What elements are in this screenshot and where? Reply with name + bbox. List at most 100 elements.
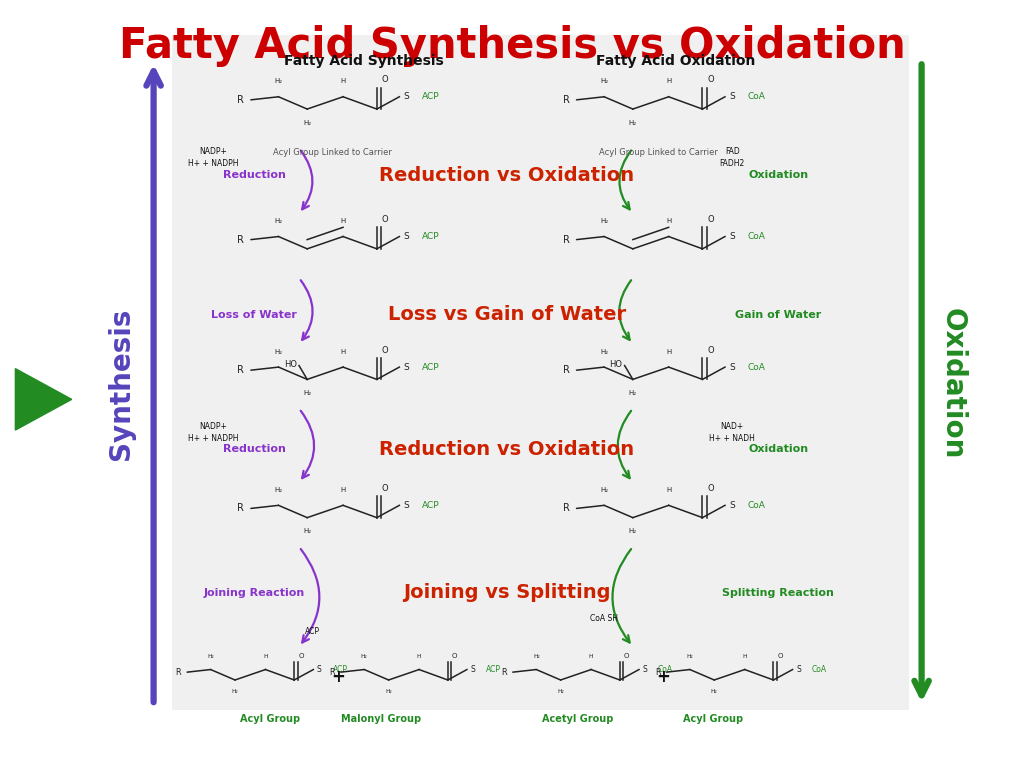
Text: R: R (330, 667, 335, 677)
Text: R: R (563, 503, 569, 514)
Text: Fatty Acid Oxidation: Fatty Acid Oxidation (596, 55, 756, 68)
Text: H: H (742, 654, 746, 659)
Text: S: S (729, 232, 735, 241)
Text: ACP: ACP (422, 92, 439, 101)
Text: R: R (563, 94, 569, 105)
Text: S: S (470, 665, 475, 674)
Text: H₂: H₂ (360, 654, 368, 659)
Text: ACP: ACP (422, 501, 439, 510)
Text: O: O (708, 346, 714, 355)
Text: NADP+: NADP+ (199, 147, 227, 156)
Text: O: O (452, 653, 458, 659)
Text: Synthesis: Synthesis (106, 308, 135, 460)
Text: H: H (263, 654, 267, 659)
FancyBboxPatch shape (172, 35, 909, 710)
Text: O: O (382, 215, 388, 224)
Text: H₂: H₂ (274, 349, 283, 355)
Text: H₂: H₂ (629, 120, 637, 126)
Text: Reduction vs Oxidation: Reduction vs Oxidation (379, 166, 635, 184)
Text: +: + (331, 668, 345, 687)
Text: Splitting Reaction: Splitting Reaction (722, 588, 835, 598)
Text: +: + (656, 668, 671, 687)
Text: HO: HO (609, 359, 623, 369)
Text: Fatty Acid Synthesis vs Oxidation: Fatty Acid Synthesis vs Oxidation (119, 25, 905, 67)
Text: Acyl Group Linked to Carrier: Acyl Group Linked to Carrier (599, 148, 718, 157)
Text: CoA: CoA (812, 665, 826, 674)
Text: S: S (729, 362, 735, 372)
Text: S: S (729, 92, 735, 101)
Text: Reduction: Reduction (222, 444, 286, 455)
Text: Acyl Group: Acyl Group (683, 714, 742, 724)
Text: S: S (403, 232, 410, 241)
Text: S: S (796, 665, 801, 674)
Text: H: H (589, 654, 593, 659)
Text: H: H (666, 78, 672, 84)
Text: ACP: ACP (486, 665, 501, 674)
Text: H: H (666, 218, 672, 224)
Text: CoA: CoA (748, 501, 765, 510)
Text: ACP: ACP (422, 362, 439, 372)
Text: NADP+: NADP+ (199, 422, 227, 431)
Text: Malonyl Group: Malonyl Group (341, 714, 421, 724)
Text: H: H (340, 218, 346, 224)
Text: Oxidation: Oxidation (749, 170, 808, 180)
Text: H₂: H₂ (600, 218, 608, 224)
Text: Joining Reaction: Joining Reaction (204, 588, 304, 598)
Text: H+ + NADH: H+ + NADH (710, 434, 755, 443)
Text: Acyl Group: Acyl Group (241, 714, 300, 724)
Text: O: O (708, 75, 714, 84)
Text: H₂: H₂ (686, 654, 693, 659)
Text: O: O (382, 484, 388, 493)
Text: Gain of Water: Gain of Water (735, 310, 821, 320)
Polygon shape (15, 369, 72, 430)
Text: Acyl Group Linked to Carrier: Acyl Group Linked to Carrier (273, 148, 392, 157)
Text: H₂: H₂ (274, 218, 283, 224)
Text: H₂: H₂ (303, 528, 311, 535)
Text: H: H (340, 78, 346, 84)
Text: Loss of Water: Loss of Water (211, 310, 297, 320)
Text: O: O (382, 75, 388, 84)
Text: HO: HO (284, 359, 297, 369)
Text: Joining vs Splitting: Joining vs Splitting (403, 584, 610, 602)
Text: ACP: ACP (422, 232, 439, 241)
Text: FADH2: FADH2 (720, 159, 744, 168)
Text: H+ + NADPH: H+ + NADPH (187, 434, 239, 443)
Text: Fatty Acid Synthesis: Fatty Acid Synthesis (284, 55, 443, 68)
Text: H₂: H₂ (532, 654, 540, 659)
Text: Oxidation: Oxidation (938, 308, 967, 460)
Text: Loss vs Gain of Water: Loss vs Gain of Water (388, 306, 626, 324)
Text: S: S (403, 92, 410, 101)
Text: H₂: H₂ (385, 689, 392, 694)
Text: S: S (642, 665, 647, 674)
Text: FAD: FAD (725, 147, 739, 156)
Text: CoA: CoA (748, 92, 765, 101)
Text: R: R (176, 667, 181, 677)
Text: Oxidation: Oxidation (749, 444, 808, 455)
Text: CoA: CoA (748, 232, 765, 241)
Text: H₂: H₂ (231, 689, 239, 694)
Text: CoA: CoA (748, 362, 765, 372)
Text: CoA SH: CoA SH (590, 614, 618, 623)
Text: R: R (238, 503, 244, 514)
Text: O: O (298, 653, 304, 659)
Text: H₂: H₂ (711, 689, 718, 694)
Text: H₂: H₂ (600, 349, 608, 355)
Text: S: S (729, 501, 735, 510)
Text: ACP: ACP (333, 665, 347, 674)
Text: Reduction vs Oxidation: Reduction vs Oxidation (379, 440, 635, 458)
Text: H₂: H₂ (600, 78, 608, 84)
Text: H: H (340, 487, 346, 493)
Text: H₂: H₂ (557, 689, 564, 694)
Text: S: S (403, 362, 410, 372)
Text: S: S (316, 665, 322, 674)
Text: R: R (238, 94, 244, 105)
Text: O: O (708, 484, 714, 493)
Text: R: R (563, 234, 569, 245)
Text: O: O (624, 653, 630, 659)
Text: R: R (563, 365, 569, 376)
Text: R: R (502, 667, 507, 677)
Text: Acetyl Group: Acetyl Group (542, 714, 613, 724)
Text: O: O (708, 215, 714, 224)
Text: CoA: CoA (658, 665, 673, 674)
Text: R: R (238, 365, 244, 376)
